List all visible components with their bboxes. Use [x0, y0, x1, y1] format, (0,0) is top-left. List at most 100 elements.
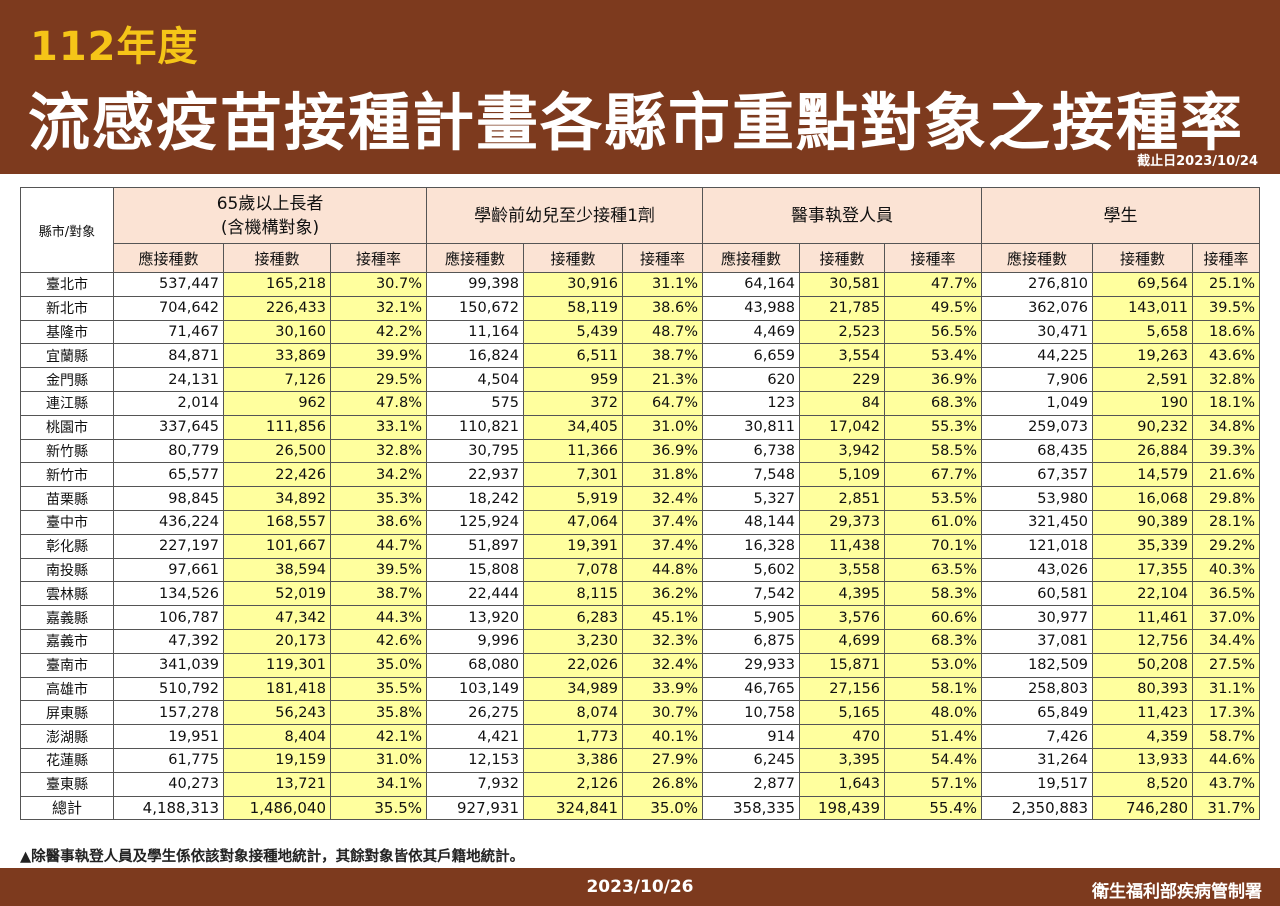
subheader-eligible: 應接種數	[702, 243, 801, 273]
subheader-vaccinated: 接種數	[1092, 243, 1194, 273]
value-cell: 3,554	[799, 343, 886, 369]
table-row: 雲林縣 134,526 52,019 38.7% 22,444 8,115 36.2% 7,5…	[20, 581, 1261, 607]
value-cell: 7,126	[223, 367, 331, 392]
value-cell: 56.5%	[884, 319, 983, 345]
value-cell: 182,509	[981, 652, 1094, 678]
value-cell: 37.0%	[1192, 605, 1261, 630]
value-cell: 43.6%	[1192, 343, 1261, 369]
value-cell: 18,242	[426, 486, 525, 511]
value-cell: 53.0%	[884, 652, 983, 678]
table-row: 高雄市 510,792 181,418 35.5% 103,149 34,989 33.9%…	[20, 676, 1261, 702]
value-cell: 30,581	[799, 272, 886, 297]
year-label: 112年度	[30, 24, 199, 70]
value-cell: 25.1%	[1192, 272, 1261, 297]
value-cell: 259,073	[981, 414, 1094, 440]
value-cell: 30,811	[702, 414, 801, 440]
value-cell: 70.1%	[884, 533, 983, 559]
value-cell: 2,523	[799, 319, 886, 345]
value-cell: 7,078	[523, 557, 624, 583]
value-cell: 64,164	[702, 272, 801, 297]
value-cell: 35.0%	[329, 652, 428, 678]
county-name-cell: 南投縣	[20, 557, 114, 583]
value-cell: 4,395	[799, 581, 886, 607]
value-cell: 35,339	[1092, 533, 1194, 559]
value-cell: 40.3%	[1192, 557, 1261, 583]
value-cell: 65,577	[113, 462, 224, 488]
value-cell: 7,301	[523, 462, 624, 488]
table-row: 苗栗縣 98,845 34,892 35.3% 18,242 5,919 32.4% 5,32…	[20, 486, 1261, 511]
footer-band: 2023/10/26 衛生福利部疾病管制署	[0, 868, 1280, 906]
value-cell: 31.7%	[1192, 795, 1261, 821]
value-cell: 35.3%	[329, 486, 428, 511]
table-row: 嘉義縣 106,787 47,342 44.3% 13,920 6,283 45.1% 5,9…	[20, 605, 1261, 630]
value-cell: 4,699	[799, 628, 886, 654]
value-cell: 5,109	[799, 462, 886, 488]
value-cell: 58.1%	[884, 676, 983, 702]
value-cell: 55.3%	[884, 414, 983, 440]
value-cell: 47.7%	[884, 272, 983, 297]
footnote: ▲除醫事執登人員及學生係依該對象接種地統計，其餘對象皆依其戶籍地統計。	[20, 849, 525, 865]
value-cell: 67.7%	[884, 462, 983, 488]
value-cell: 959	[523, 367, 624, 392]
value-cell: 20,173	[223, 628, 331, 654]
county-name-cell: 金門縣	[20, 367, 114, 392]
agency-name: 衛生福利部疾病管制署	[1092, 882, 1262, 902]
value-cell: 97,661	[113, 557, 224, 583]
value-cell: 44.7%	[329, 533, 428, 559]
value-cell: 229	[799, 367, 886, 392]
value-cell: 45.1%	[622, 605, 704, 630]
subheader-vaccinated: 接種數	[223, 243, 331, 273]
table-row: 臺北市 537,447 165,218 30.7% 99,398 30,916 31.1% 6…	[20, 272, 1261, 297]
value-cell: 36.5%	[1192, 581, 1261, 607]
value-cell: 16,328	[702, 533, 801, 559]
county-name-cell: 新北市	[20, 295, 114, 321]
value-cell: 68.3%	[884, 628, 983, 654]
value-cell: 6,659	[702, 343, 801, 369]
value-cell: 30,160	[223, 319, 331, 345]
table-row: 桃園市 337,645 111,856 33.1% 110,821 34,405 31.0%…	[20, 414, 1261, 440]
value-cell: 47,392	[113, 628, 224, 654]
value-cell: 31.8%	[622, 462, 704, 488]
value-cell: 3,576	[799, 605, 886, 630]
county-name-cell: 嘉義市	[20, 628, 114, 654]
value-cell: 61,775	[113, 747, 224, 773]
value-cell: 53.5%	[884, 486, 983, 511]
value-cell: 575	[426, 390, 525, 416]
value-cell: 44.6%	[1192, 747, 1261, 773]
value-cell: 13,721	[223, 771, 331, 797]
value-cell: 7,906	[981, 367, 1094, 392]
value-cell: 44.3%	[329, 605, 428, 630]
value-cell: 337,645	[113, 414, 224, 440]
table-row: 新竹縣 80,779 26,500 32.8% 30,795 11,366 36.9% 6,7…	[20, 438, 1261, 464]
county-name-cell: 宜蘭縣	[20, 343, 114, 369]
value-cell: 14,579	[1092, 462, 1194, 488]
value-cell: 33.9%	[622, 676, 704, 702]
table-row: 花蓮縣 61,775 19,159 31.0% 12,153 3,386 27.9% 6,24…	[20, 747, 1261, 773]
value-cell: 21,785	[799, 295, 886, 321]
value-cell: 31.0%	[329, 747, 428, 773]
value-cell: 43.7%	[1192, 771, 1261, 797]
value-cell: 7,542	[702, 581, 801, 607]
value-cell: 181,418	[223, 676, 331, 702]
value-cell: 39.9%	[329, 343, 428, 369]
table-row: 金門縣 24,131 7,126 29.5% 4,504 959 21.3% 620 229 36…	[20, 367, 1261, 392]
value-cell: 28.1%	[1192, 509, 1261, 535]
value-cell: 53.4%	[884, 343, 983, 369]
page-title: 流感疫苗接種計畫各縣市重點對象之接種率	[28, 86, 1245, 159]
value-cell: 32.4%	[622, 652, 704, 678]
value-cell: 3,386	[523, 747, 624, 773]
value-cell: 29.5%	[329, 367, 428, 392]
county-name-cell: 嘉義縣	[20, 605, 114, 630]
value-cell: 35.5%	[329, 795, 428, 821]
value-cell: 38.7%	[329, 581, 428, 607]
county-name-cell: 新竹縣	[20, 438, 114, 464]
value-cell: 8,115	[523, 581, 624, 607]
value-cell: 12,756	[1092, 628, 1194, 654]
subheader-eligible: 應接種數	[426, 243, 525, 273]
county-name-cell: 臺中市	[20, 509, 114, 535]
title-banner: 112年度 流感疫苗接種計畫各縣市重點對象之接種率 截止日2023/10/24	[0, 0, 1280, 174]
value-cell: 38.7%	[622, 343, 704, 369]
value-cell: 19,263	[1092, 343, 1194, 369]
value-cell: 2,591	[1092, 367, 1194, 392]
value-cell: 33.1%	[329, 414, 428, 440]
